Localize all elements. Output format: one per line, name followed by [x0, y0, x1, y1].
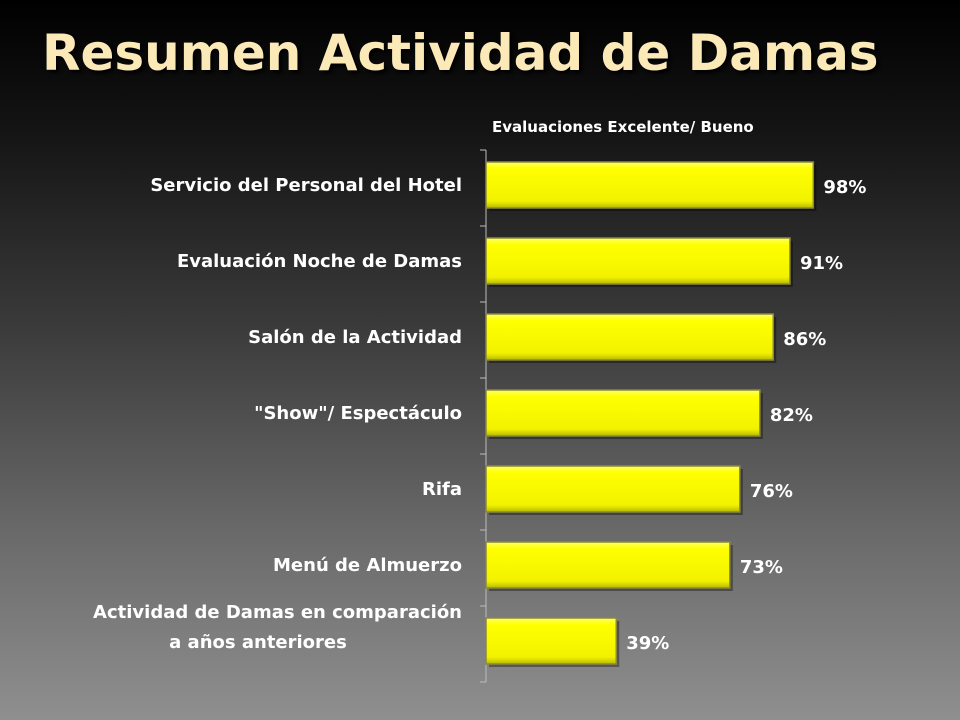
- slide-title: Resumen Actividad de Damas: [42, 24, 879, 82]
- category-label-5: Menú de Almuerzo: [273, 555, 462, 576]
- category-label-2: Salón de la Actividad: [248, 327, 462, 348]
- value-label-6: 39%: [626, 633, 669, 654]
- bar-0: [485, 161, 815, 209]
- value-label-0: 98%: [823, 177, 866, 198]
- value-labels: 98% 91% 86% 82% 76% 73% 39%: [626, 177, 866, 654]
- bar-5: [485, 541, 731, 589]
- value-label-4: 76%: [750, 481, 793, 502]
- bar-3: [485, 389, 761, 437]
- value-label-3: 82%: [770, 405, 813, 426]
- bar-4: [485, 465, 741, 513]
- category-label-1: Evaluación Noche de Damas: [177, 251, 462, 272]
- value-label-2: 86%: [783, 329, 826, 350]
- value-label-5: 73%: [740, 557, 783, 578]
- bar-6: [485, 617, 618, 665]
- category-label-0: Servicio del Personal del Hotel: [150, 175, 462, 196]
- category-label-4: Rifa: [422, 479, 462, 500]
- chart-subtitle: Evaluaciones Excelente/ Bueno: [492, 118, 754, 136]
- value-label-1: 91%: [800, 253, 843, 274]
- category-label-6-line-0: Actividad de Damas en comparación: [93, 602, 462, 623]
- category-labels: Servicio del Personal del Hotel Evaluació…: [93, 175, 462, 653]
- category-label-6-line-1: a años anteriores: [169, 632, 347, 653]
- category-label-3: "Show"/ Espectáculo: [254, 403, 462, 424]
- chart-axis: [480, 149, 487, 683]
- bars: [485, 161, 817, 667]
- bar-2: [485, 313, 774, 361]
- bar-1: [485, 237, 791, 285]
